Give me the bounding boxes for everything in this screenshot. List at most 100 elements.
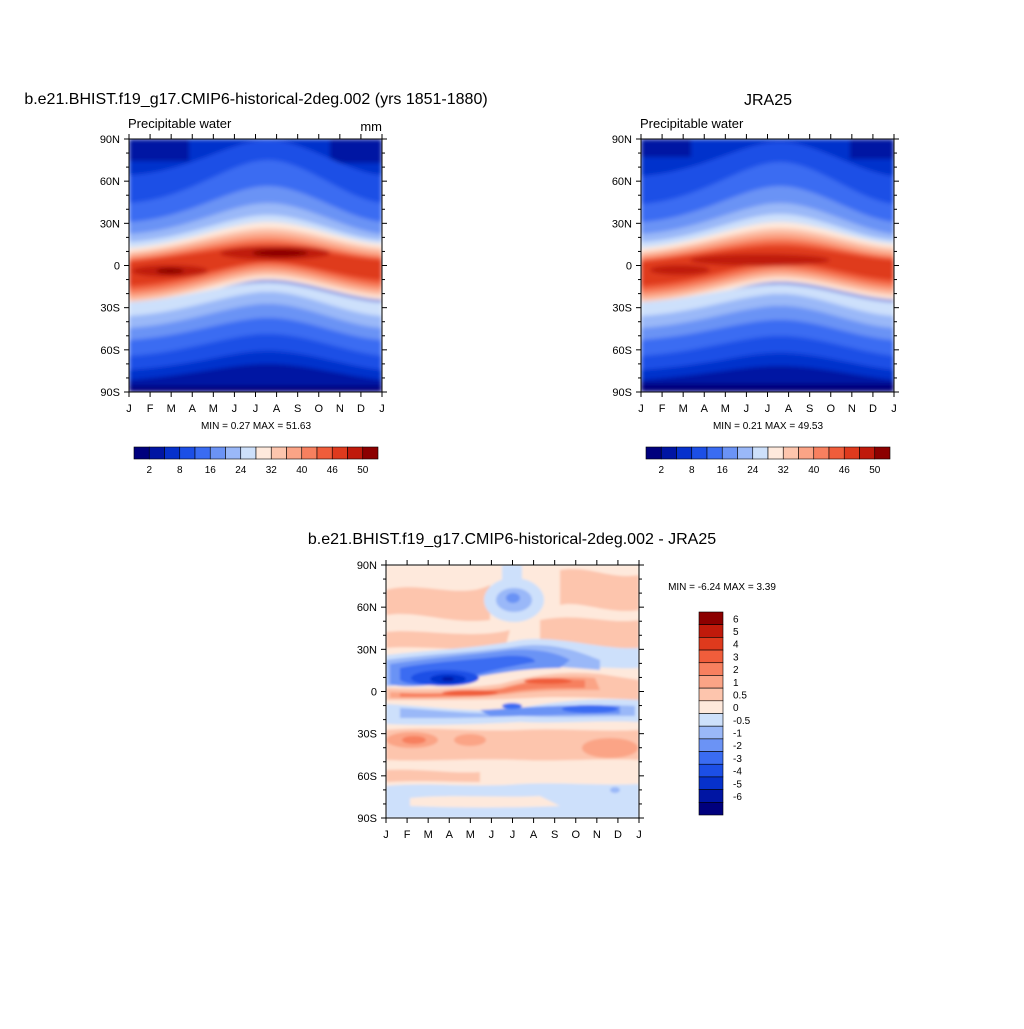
x-tick-label: M — [466, 829, 475, 841]
colorbar-swatch — [782, 446, 799, 460]
y-tick-label: 30N — [357, 644, 377, 656]
x-tick-label: A — [785, 403, 793, 415]
model-subtitle: Precipitable water — [128, 116, 232, 131]
colorbar-swatch — [706, 446, 723, 460]
y-tick-label: 0 — [626, 261, 632, 273]
x-tick-label: J — [126, 403, 132, 415]
y-tick-label: 60S — [357, 771, 377, 783]
colorbar-swatch — [698, 687, 724, 702]
colorbar-swatch — [798, 446, 815, 460]
y-tick-label: 60S — [612, 345, 632, 357]
y-tick-label: 90N — [357, 560, 377, 572]
x-tick-label: F — [404, 829, 411, 841]
colorbar-label: 24 — [235, 465, 247, 476]
colorbar-swatch — [698, 789, 724, 803]
colorbar-swatch — [164, 446, 181, 460]
colorbar-swatch — [255, 446, 272, 460]
x-tick-label: M — [167, 403, 176, 415]
colorbar-swatch — [698, 763, 724, 778]
difference-field — [386, 565, 639, 818]
colorbar-swatch — [698, 637, 724, 651]
model-units: mm — [360, 119, 382, 134]
colorbar-label: 0.5 — [733, 690, 747, 701]
obs-minmax: MIN = 0.21 MAX = 49.53 — [713, 421, 823, 432]
obs-subtitle: Precipitable water — [640, 116, 744, 131]
x-tick-label: J — [891, 403, 897, 415]
colorbar-label: 5 — [733, 627, 739, 638]
x-tick-label: A — [446, 829, 454, 841]
colorbar-label: 46 — [839, 465, 851, 476]
colorbar-label: 3 — [733, 652, 739, 663]
colorbar-label: 2 — [658, 465, 664, 476]
colorbar-label: 0 — [733, 703, 739, 714]
x-tick-label: J — [510, 829, 516, 841]
y-tick-label: 0 — [371, 687, 377, 699]
colorbar-label: 24 — [747, 465, 759, 476]
model-field — [129, 139, 382, 392]
colorbar-label: -3 — [733, 754, 742, 765]
y-tick-label: 90S — [100, 387, 120, 399]
colorbar-swatch — [698, 738, 724, 752]
x-tick-label: N — [593, 829, 601, 841]
x-tick-label: M — [679, 403, 688, 415]
colorbar-swatch — [698, 662, 724, 676]
colorbar-swatch — [698, 725, 724, 740]
x-tick-label: J — [765, 403, 771, 415]
obs-colorbar: 2 8 16 24 32 40 46 50 — [645, 446, 891, 476]
colorbar-swatch — [698, 649, 724, 664]
y-tick-label: 30N — [612, 218, 632, 230]
colorbar-label: -2 — [733, 741, 742, 752]
x-tick-label: D — [357, 403, 365, 415]
obs-field — [641, 139, 894, 392]
colorbar-swatch — [362, 446, 379, 460]
colorbar-swatch — [698, 700, 724, 714]
x-tick-label: M — [209, 403, 218, 415]
colorbar-swatch — [133, 446, 150, 460]
x-tick-label: O — [826, 403, 835, 415]
colorbar-swatch — [813, 446, 830, 460]
colorbar-label: -5 — [733, 779, 742, 790]
y-tick-label: 60N — [612, 176, 632, 188]
colorbar-label: -1 — [733, 729, 742, 740]
x-tick-label: F — [659, 403, 666, 415]
x-tick-label: S — [806, 403, 813, 415]
colorbar-label: 50 — [357, 465, 369, 476]
colorbar-swatch — [698, 802, 724, 816]
colorbar-swatch — [698, 675, 724, 689]
x-tick-label: A — [273, 403, 281, 415]
colorbar-label: 8 — [689, 465, 695, 476]
colorbar-label: 2 — [733, 665, 739, 676]
colorbar-swatch — [752, 446, 769, 460]
x-tick-label: D — [869, 403, 877, 415]
colorbar-label: -4 — [733, 767, 742, 778]
colorbar-swatch — [179, 446, 196, 460]
y-tick-label: 30S — [100, 303, 120, 315]
obs-panel: JRA25 Precipitable water — [612, 92, 899, 476]
x-tick-label: J — [253, 403, 259, 415]
colorbar-swatch — [698, 624, 724, 638]
y-tick-label: 90N — [100, 134, 120, 146]
x-tick-label: A — [530, 829, 538, 841]
colorbar-swatch — [698, 776, 724, 790]
x-tick-label: N — [336, 403, 344, 415]
colorbar-swatch — [843, 446, 860, 460]
colorbar-label: -6 — [733, 792, 742, 803]
colorbar-label: 50 — [869, 465, 881, 476]
x-tick-label: J — [383, 829, 389, 841]
difference-colorbar: 6 5 43 2 10.5 0 -0.5 -1-2 -3 -4-5 -6 — [698, 611, 751, 816]
colorbar-swatch — [691, 446, 708, 460]
x-tick-label: F — [147, 403, 154, 415]
x-tick-label: S — [294, 403, 301, 415]
y-tick-label: 60N — [357, 602, 377, 614]
model-colorbar: 2 8 16 24 32 40 46 50 — [133, 446, 379, 476]
x-tick-label: D — [614, 829, 622, 841]
colorbar-swatch — [240, 446, 257, 460]
colorbar-label: 46 — [327, 465, 339, 476]
colorbar-swatch — [645, 446, 662, 460]
x-tick-label: M — [424, 829, 433, 841]
x-tick-label: N — [848, 403, 856, 415]
colorbar-swatch — [676, 446, 693, 460]
x-tick-label: M — [721, 403, 730, 415]
